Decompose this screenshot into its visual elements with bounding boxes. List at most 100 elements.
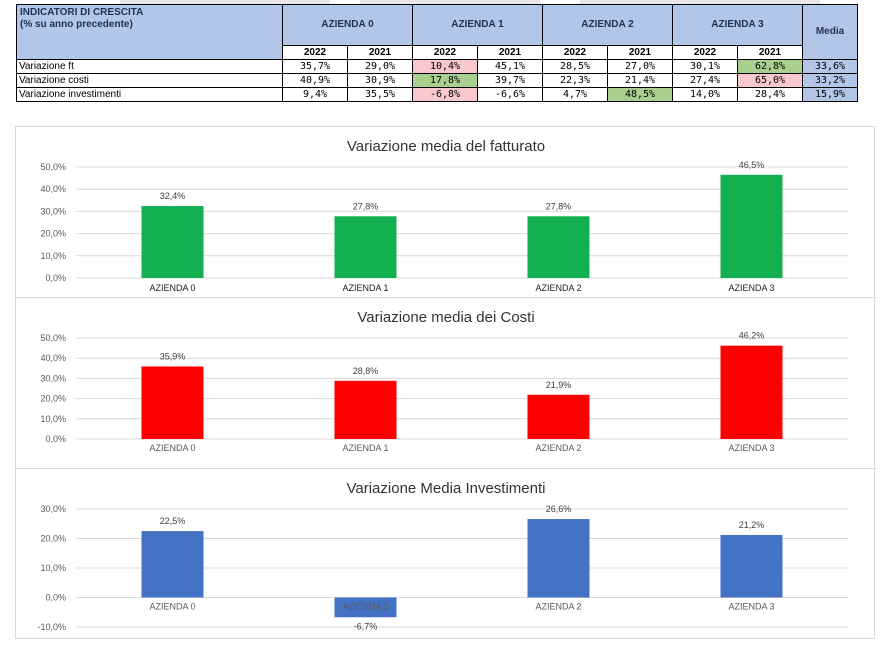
bar xyxy=(527,216,590,278)
table-cell: 35,7% xyxy=(282,59,348,74)
media-header: Media xyxy=(802,4,858,60)
row-label: Variazione costi xyxy=(16,73,283,88)
table-title-line1: INDICATORI DI CRESCITA xyxy=(20,7,144,18)
category-label: AZIENDA 2 xyxy=(535,602,581,612)
data-label: 26,6% xyxy=(546,504,572,514)
bar xyxy=(527,394,590,439)
category-label: AZIENDA 1 xyxy=(342,443,388,453)
table-cell: -6,6% xyxy=(477,87,543,102)
table-cell: 45,1% xyxy=(477,59,543,74)
table-row: Variazione investimenti 9,4% 35,5% -6,8%… xyxy=(16,87,858,102)
year-header: 2021 xyxy=(737,45,803,60)
media-cell: 33,2% xyxy=(802,73,858,88)
data-label: 35,9% xyxy=(160,351,186,361)
data-label: 32,4% xyxy=(160,191,186,201)
category-label: AZIENDA 0 xyxy=(149,602,195,612)
table-cell: 30,1% xyxy=(672,59,738,74)
row-label: Variazione investimenti xyxy=(16,87,283,102)
y-tick-label: 50,0% xyxy=(40,162,66,172)
table-title-line2: (% su anno precedente) xyxy=(20,19,133,30)
table-cell: 17,8% xyxy=(412,73,478,88)
y-tick-label: 40,0% xyxy=(40,184,66,194)
table-title: INDICATORI DI CRESCITA (% su anno precede… xyxy=(16,4,283,60)
media-cell: 33,6% xyxy=(802,59,858,74)
table-cell: 28,5% xyxy=(542,59,608,74)
table-cell: 9,4% xyxy=(282,87,348,102)
category-label: AZIENDA 1 xyxy=(342,602,388,612)
table-cell: 28,4% xyxy=(737,87,803,102)
year-header: 2021 xyxy=(347,45,413,60)
panel-divider xyxy=(16,468,876,469)
table-cell: 22,3% xyxy=(542,73,608,88)
year-header: 2022 xyxy=(672,45,738,60)
row-label: Variazione ft xyxy=(16,59,283,74)
y-tick-label: 0,0% xyxy=(45,434,66,444)
bar xyxy=(720,345,783,439)
table-cell: 62,8% xyxy=(737,59,803,74)
table-cell: 27,4% xyxy=(672,73,738,88)
y-tick-label: 0,0% xyxy=(45,593,66,603)
data-label: 22,5% xyxy=(160,516,186,526)
table-cell: 29,0% xyxy=(347,59,413,74)
y-tick-label: -10,0% xyxy=(37,622,66,632)
year-header: 2021 xyxy=(607,45,673,60)
category-label: AZIENDA 3 xyxy=(728,602,774,612)
data-label: 46,2% xyxy=(739,331,765,341)
year-header: 2022 xyxy=(542,45,608,60)
charts-frame: Variazione media del fatturato 0,0% 10,0% 2… xyxy=(15,126,876,639)
table-row: Variazione ft 35,7% 29,0% 10,4% 45,1% 28… xyxy=(16,59,858,74)
data-label: 27,8% xyxy=(546,201,572,211)
y-tick-label: 10,0% xyxy=(40,563,66,573)
revenue-variation-chart: Variazione media del fatturato 0,0% 10,0% 2… xyxy=(40,138,848,293)
category-label: AZIENDA 2 xyxy=(535,283,581,293)
table-cell: 39,7% xyxy=(477,73,543,88)
data-label: 46,5% xyxy=(739,160,765,170)
y-tick-label: 20,0% xyxy=(40,534,66,544)
table-cell: 4,7% xyxy=(542,87,608,102)
investments-variation-chart: Variazione Media Investimenti -10,0% 0,0% 1… xyxy=(37,480,848,632)
data-label: 21,9% xyxy=(546,380,572,390)
year-header: 2022 xyxy=(282,45,348,60)
media-cell: 15,9% xyxy=(802,87,858,102)
year-header: 2021 xyxy=(477,45,543,60)
category-label: AZIENDA 3 xyxy=(728,443,774,453)
data-label: -6,7% xyxy=(354,621,378,631)
growth-indicators-table: INDICATORI DI CRESCITA (% su anno precede… xyxy=(16,4,858,102)
y-tick-label: 30,0% xyxy=(40,373,66,383)
category-label: AZIENDA 2 xyxy=(535,443,581,453)
bar xyxy=(334,380,397,439)
category-label: AZIENDA 0 xyxy=(149,443,195,453)
table-cell: 14,0% xyxy=(672,87,738,102)
table-cell: 40,9% xyxy=(282,73,348,88)
table-cell: 27,0% xyxy=(607,59,673,74)
data-label: 27,8% xyxy=(353,201,379,211)
table-cell: 48,5% xyxy=(607,87,673,102)
bar xyxy=(141,206,204,278)
table-cell: 65,0% xyxy=(737,73,803,88)
y-tick-label: 20,0% xyxy=(40,229,66,239)
bar xyxy=(334,597,397,618)
y-tick-label: 40,0% xyxy=(40,353,66,363)
chart-title: Variazione media del fatturato xyxy=(347,138,545,155)
costs-variation-chart: Variazione media dei Costi 0,0% 10,0% 20,0%… xyxy=(40,309,848,453)
y-tick-label: 10,0% xyxy=(40,414,66,424)
table-cell: 10,4% xyxy=(412,59,478,74)
bar xyxy=(527,519,590,598)
y-tick-label: 20,0% xyxy=(40,394,66,404)
company-header: AZIENDA 2 xyxy=(542,4,673,46)
table-cell: -6,8% xyxy=(412,87,478,102)
costs-chart-panel: Variazione media dei Costi 0,0% 10,0% 20,0%… xyxy=(16,298,876,468)
panel-divider xyxy=(16,297,876,298)
y-tick-label: 50,0% xyxy=(40,333,66,343)
bar xyxy=(334,216,397,278)
investments-chart-panel: Variazione Media Investimenti -10,0% 0,0% 1… xyxy=(16,469,876,638)
category-label: AZIENDA 3 xyxy=(728,283,774,293)
chart-title: Variazione Media Investimenti xyxy=(347,480,546,497)
y-tick-label: 30,0% xyxy=(40,504,66,514)
table-cell: 35,5% xyxy=(347,87,413,102)
company-header: AZIENDA 1 xyxy=(412,4,543,46)
data-label: 21,2% xyxy=(739,520,765,530)
category-label: AZIENDA 1 xyxy=(342,283,388,293)
y-tick-label: 0,0% xyxy=(45,273,66,283)
bar xyxy=(720,174,783,278)
